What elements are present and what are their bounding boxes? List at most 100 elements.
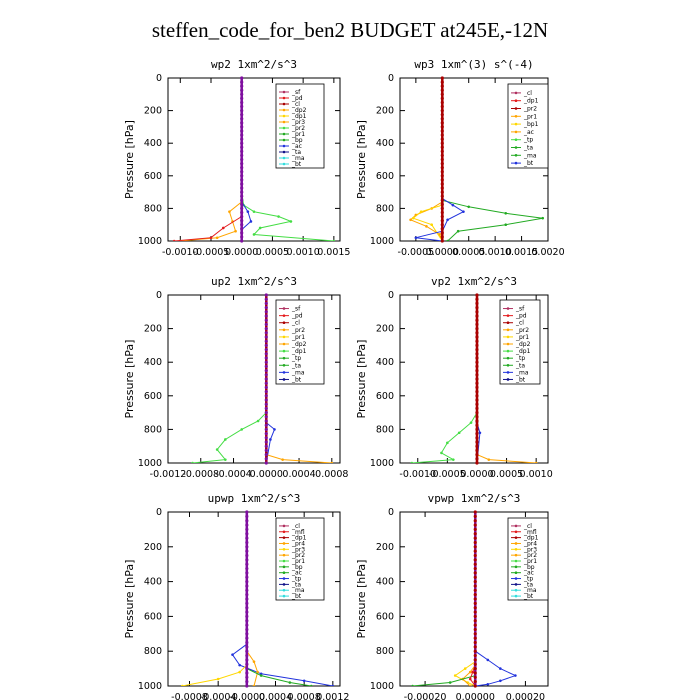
- plot5-legend-marker: [282, 571, 286, 574]
- plot5-series-yellow: [182, 512, 248, 686]
- plot6-zero-marker: [473, 680, 477, 684]
- plot5-legend-marker: [282, 594, 286, 598]
- plot6-legend-marker: [514, 588, 518, 592]
- plot1-zero-marker: [240, 219, 244, 223]
- plot2-zero-marker: [440, 129, 444, 133]
- plot1-zero-marker: [240, 194, 244, 198]
- plot4-zero-marker: [475, 360, 479, 364]
- plot5-xtick-label: -0.0008: [171, 692, 208, 700]
- plot6-point: [448, 681, 452, 684]
- plot3-zero-marker: [264, 377, 268, 381]
- plot1-legend-marker: [282, 90, 286, 94]
- plot1-legend-marker: [282, 162, 286, 166]
- plot2-xtick-label: 0.0005: [452, 247, 485, 258]
- plot3-zero-marker: [264, 331, 268, 335]
- plot1-zero-marker: [240, 202, 244, 206]
- plot5-zero-marker: [245, 527, 249, 532]
- plot5-zero-marker: [245, 597, 249, 601]
- plot6-legend-marker: [514, 524, 518, 528]
- plot2-point: [414, 236, 418, 240]
- plot5-ytick-label: 600: [144, 611, 162, 622]
- plot4-ytick-label: 400: [376, 357, 394, 368]
- plot3-xtick-label: 0.0008: [315, 469, 348, 480]
- plot1-series-red: [174, 78, 243, 241]
- plot1-zero-marker: [240, 174, 244, 178]
- plot6-legend-label: _ac: [523, 570, 534, 577]
- plot4-legend-label: _ma: [515, 369, 529, 376]
- plot3-xtick-label: -0.0008: [182, 469, 219, 480]
- plot3-legend-box: [275, 299, 325, 385]
- plot3-xtick-label: -0.0012: [150, 469, 187, 480]
- plot3-point: [273, 428, 276, 431]
- plot4-zero-marker: [475, 314, 479, 318]
- plot6-point: [471, 670, 475, 674]
- plot6-zero-marker: [473, 584, 477, 588]
- plot3-point: [224, 438, 227, 441]
- plot5-zero-marker: [245, 588, 249, 592]
- plot2-xtick-label: 0.0010: [479, 247, 512, 258]
- plot5-zero-marker: [245, 640, 249, 645]
- plot2-zero-marker: [440, 145, 444, 149]
- plot2-zero-marker: [440, 92, 444, 96]
- plot4-point: [440, 451, 443, 455]
- plot5-zero-marker: [245, 623, 249, 627]
- plot2-point: [419, 210, 423, 213]
- plot2-zero-marker: [440, 206, 444, 210]
- plot3-zero-marker: [264, 406, 268, 410]
- plot1-ylabel: Pressure [hPa]: [123, 120, 136, 199]
- plot4-ytick-label: 800: [376, 424, 394, 435]
- plot2-zero-marker: [440, 76, 444, 80]
- plot6-zero-marker: [473, 536, 477, 540]
- plot5-zero-marker: [245, 649, 249, 653]
- plot4-point: [478, 431, 482, 435]
- plot5-point: [238, 670, 241, 674]
- plot1-zero-marker: [240, 206, 244, 210]
- plot3-zero-marker: [264, 381, 268, 385]
- plot2-legend-marker: [514, 107, 518, 110]
- plot3-zero-marker: [264, 419, 268, 423]
- plot4-zero-marker: [475, 301, 479, 305]
- plot4-zero-marker: [475, 373, 479, 377]
- plot6-zero-marker: [473, 527, 477, 532]
- plot4-zero-marker: [475, 444, 479, 448]
- plot4-point: [487, 458, 491, 461]
- plot2-legend-label: _dp1: [523, 98, 539, 105]
- plot5-legend-label: _bt: [291, 593, 302, 600]
- plot6-zero-marker: [473, 523, 477, 527]
- plot5-legend-label: _bp: [291, 564, 303, 571]
- plot4-zero-marker: [475, 432, 479, 436]
- plot3-zero-marker: [264, 411, 268, 415]
- plot1-point: [221, 226, 225, 230]
- plot6-series-blue: [474, 512, 517, 686]
- plot1-zero-marker: [240, 186, 244, 190]
- plot5-xtick-label: 0.0004: [259, 692, 292, 700]
- plot6-legend-marker: [514, 542, 518, 545]
- plot6-series-yellow: [454, 512, 476, 686]
- plot2-zero-marker: [440, 96, 444, 100]
- plot5-point: [231, 653, 234, 656]
- plot5-zero-marker: [245, 662, 249, 666]
- plot2-zero-marker: [440, 100, 444, 105]
- plot5-zero-marker: [245, 667, 249, 671]
- plot5-legend-label: _ma: [291, 587, 305, 594]
- plot1-legend-marker: [282, 144, 286, 148]
- plot2-point: [425, 225, 428, 228]
- plot6-zero-marker: [473, 532, 477, 536]
- plot2-ytick-label: 800: [376, 203, 394, 214]
- plot1-zero-marker: [240, 113, 244, 117]
- plot6-legend-marker: [514, 548, 518, 551]
- plot1-zero-marker: [240, 166, 244, 170]
- plot6-xtick-label: -0.00020: [404, 692, 447, 700]
- plot2-point: [462, 210, 465, 213]
- plot6-point: [499, 667, 502, 670]
- plot5-zero-marker: [245, 558, 249, 562]
- plot6-ytick-label: 600: [376, 611, 394, 622]
- plot3-legend-marker: [282, 356, 286, 360]
- plot5-point: [252, 660, 256, 663]
- plot5-ytick-label: 0: [156, 507, 162, 518]
- plot2-ytick-label: 0: [388, 73, 394, 84]
- plot3-xtick-label: -0.0004: [215, 469, 252, 480]
- plot1-zero-marker: [240, 84, 244, 88]
- plot3-zero-marker: [264, 423, 268, 427]
- plot2-zero-marker: [440, 137, 444, 141]
